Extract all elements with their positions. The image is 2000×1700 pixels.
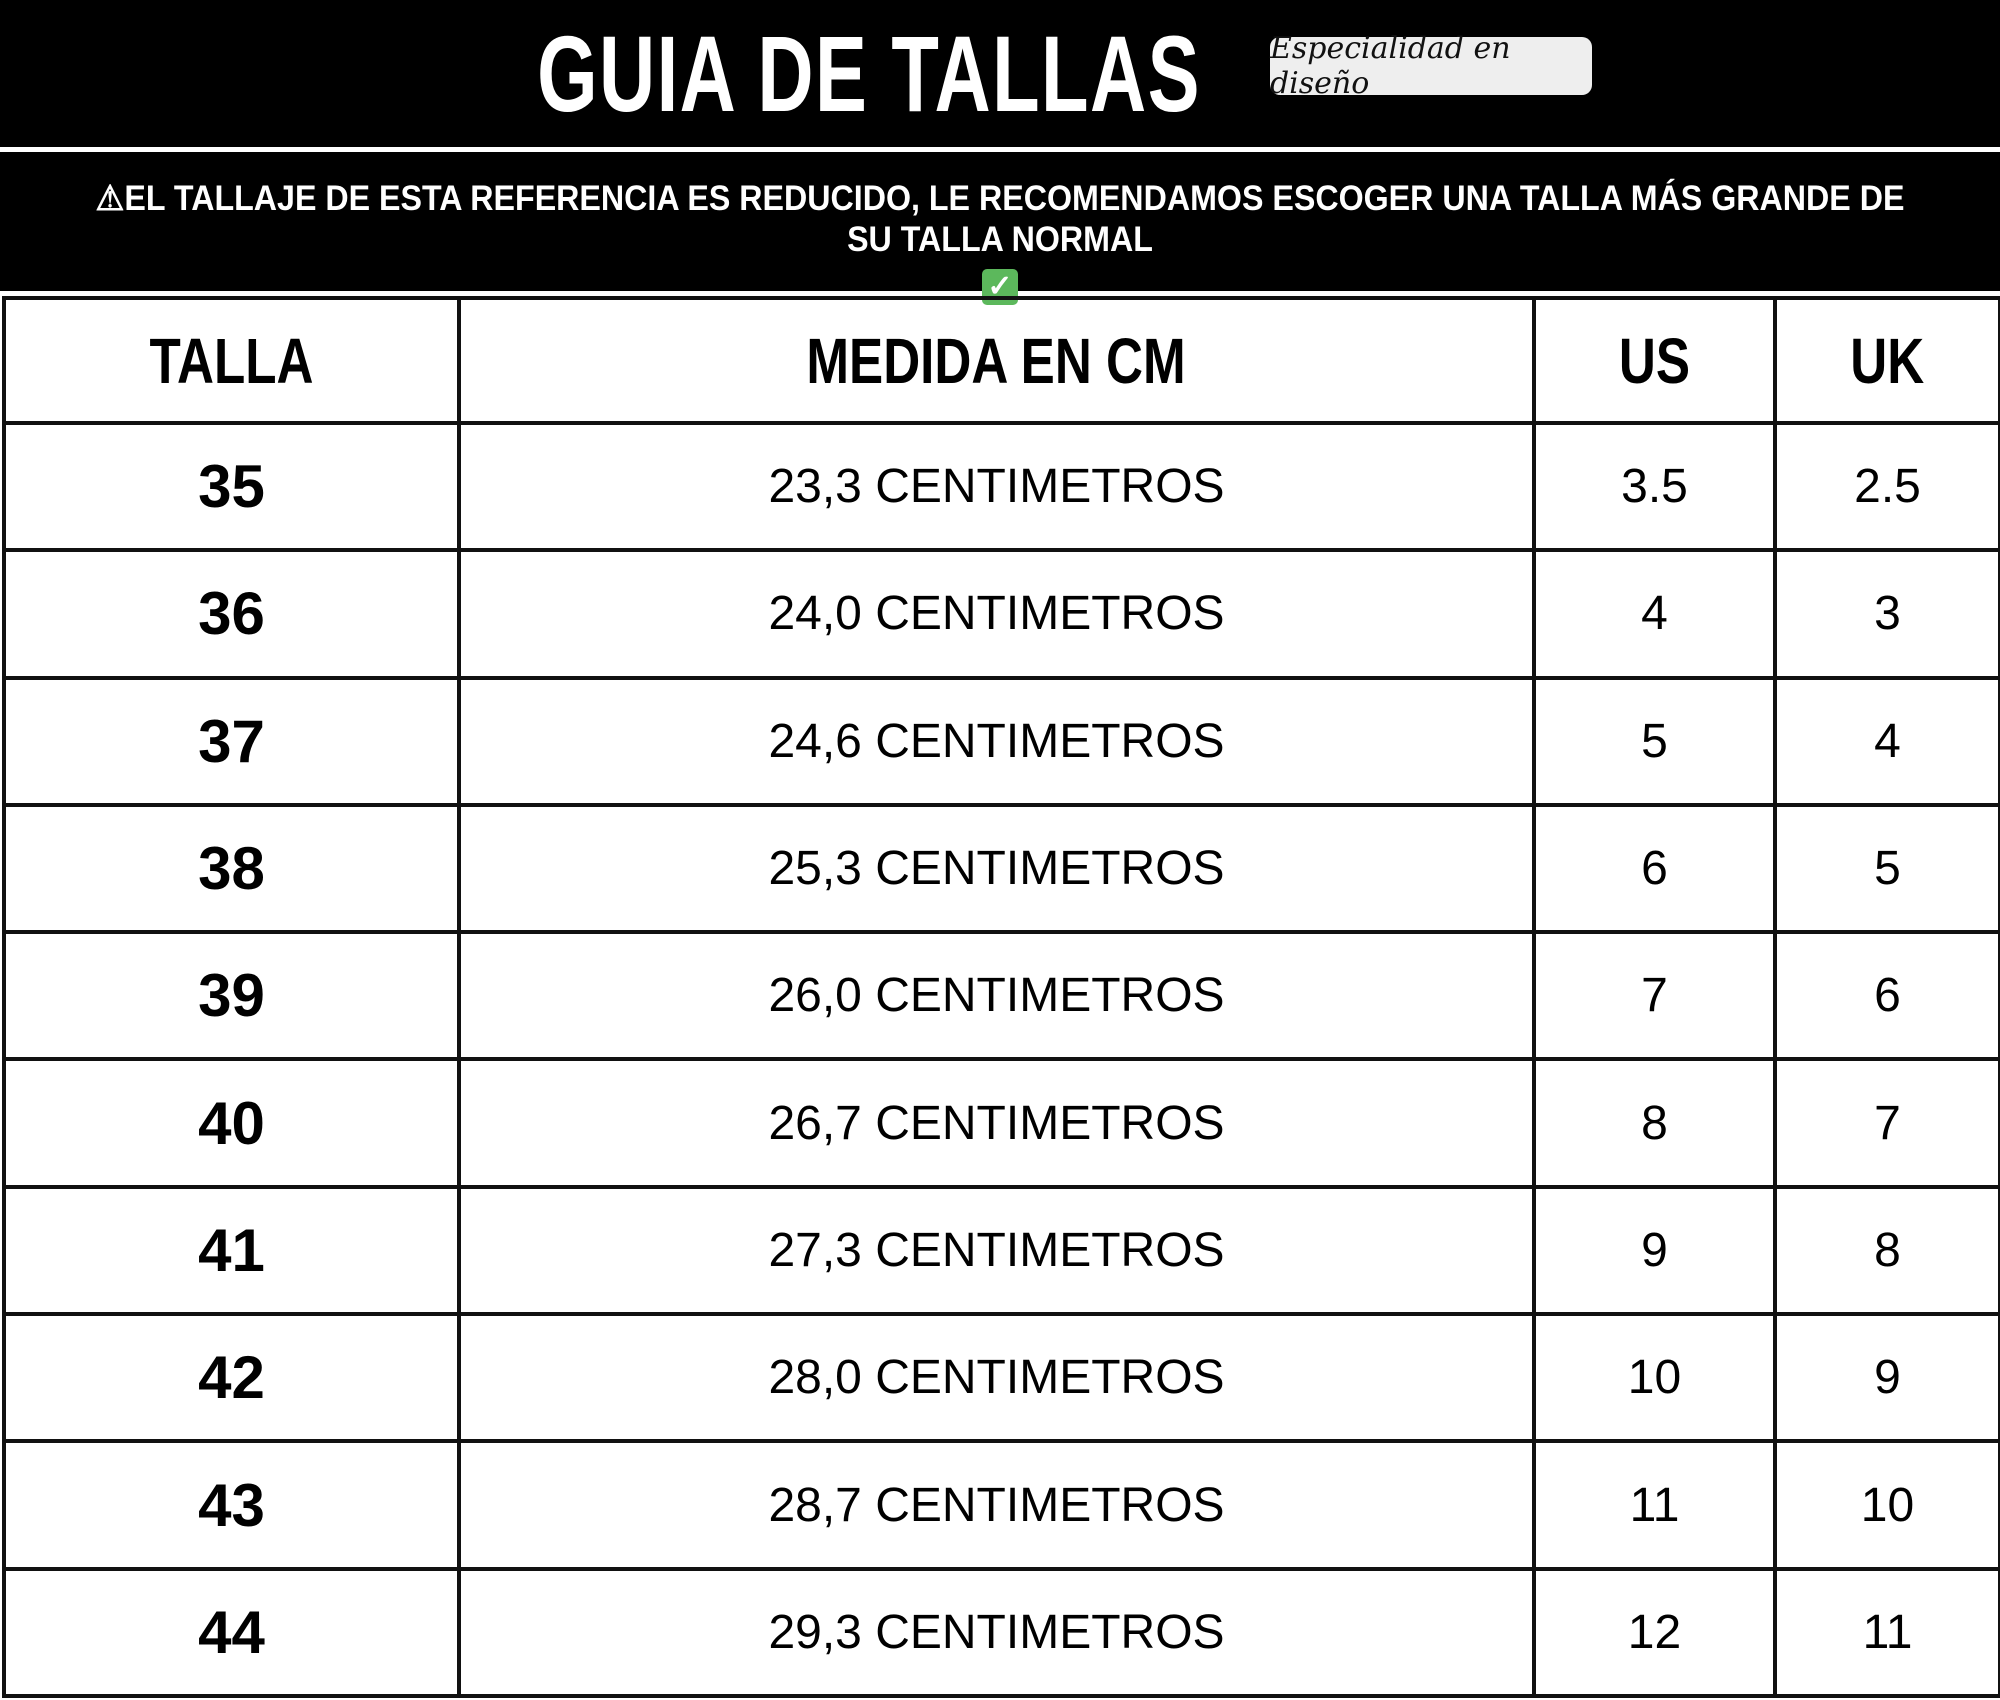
page-title: GUIA DE TALLAS bbox=[537, 12, 1201, 134]
table-row: 36 24,0 CENTIMETROS 4 3 bbox=[2, 548, 2000, 680]
table-row: 38 25,3 CENTIMETROS 6 5 bbox=[2, 802, 2000, 935]
table-row: 37 24,6 CENTIMETROS 5 4 bbox=[2, 675, 2000, 807]
uk-cell: 5 bbox=[1773, 802, 2000, 935]
us-cell: 4 bbox=[1532, 548, 1777, 680]
column-header-label: MEDIDA EN CM bbox=[806, 324, 1187, 397]
uk-cell: 10 bbox=[1773, 1439, 2000, 1571]
table-row: 35 23,3 CENTIMETROS 3.5 2.5 bbox=[2, 420, 2000, 553]
size-cell: 36 bbox=[2, 548, 461, 680]
uk-cell: 9 bbox=[1773, 1312, 2000, 1444]
us-cell: 5 bbox=[1532, 675, 1777, 807]
column-header: TALLA bbox=[2, 296, 461, 425]
table-header-row: TALLA MEDIDA EN CM US UK bbox=[2, 296, 2000, 425]
uk-cell: 8 bbox=[1773, 1184, 2000, 1317]
us-cell: 11 bbox=[1532, 1439, 1777, 1571]
measure-cell: 23,3 CENTIMETROS bbox=[457, 420, 1536, 553]
measure-cell: 24,6 CENTIMETROS bbox=[457, 675, 1536, 807]
tagline-badge: Especialidad en diseño bbox=[1269, 31, 1592, 101]
us-cell: 7 bbox=[1532, 930, 1777, 1062]
column-header-label: US bbox=[1618, 324, 1691, 397]
table-row: 41 27,3 CENTIMETROS 9 8 bbox=[2, 1184, 2000, 1317]
table-row: 40 26,7 CENTIMETROS 8 7 bbox=[2, 1057, 2000, 1189]
us-cell: 12 bbox=[1532, 1566, 1777, 1699]
measure-cell: 28,7 CENTIMETROS bbox=[457, 1439, 1536, 1571]
uk-cell: 2.5 bbox=[1773, 420, 2000, 553]
measure-cell: 29,3 CENTIMETROS bbox=[457, 1566, 1536, 1699]
uk-cell: 6 bbox=[1773, 930, 2000, 1062]
us-cell: 9 bbox=[1532, 1184, 1777, 1317]
notice-text: ⚠EL TALLAJE DE ESTA REFERENCIA ES REDUCI… bbox=[95, 179, 1905, 259]
column-header-label: UK bbox=[1850, 324, 1925, 397]
size-cell: 35 bbox=[2, 420, 461, 553]
size-cell: 41 bbox=[2, 1184, 461, 1317]
measure-cell: 25,3 CENTIMETROS bbox=[457, 802, 1536, 935]
column-header: US bbox=[1532, 296, 1777, 425]
measure-cell: 27,3 CENTIMETROS bbox=[457, 1184, 1536, 1317]
notice-banner: ⚠EL TALLAJE DE ESTA REFERENCIA ES REDUCI… bbox=[0, 152, 2000, 305]
measure-cell: 26,0 CENTIMETROS bbox=[457, 930, 1536, 1062]
measure-cell: 28,0 CENTIMETROS bbox=[457, 1312, 1536, 1444]
size-cell: 37 bbox=[2, 675, 461, 807]
column-header: MEDIDA EN CM bbox=[457, 296, 1536, 425]
header-bar: GUIA DE TALLAS Especialidad en diseño bbox=[0, 0, 2000, 147]
table-row: 43 28,7 CENTIMETROS 11 10 bbox=[2, 1439, 2000, 1571]
table-row: 42 28,0 CENTIMETROS 10 9 bbox=[2, 1312, 2000, 1444]
column-header-label: TALLA bbox=[149, 324, 314, 397]
size-cell: 40 bbox=[2, 1057, 461, 1189]
us-cell: 8 bbox=[1532, 1057, 1777, 1189]
us-cell: 3.5 bbox=[1532, 420, 1777, 553]
table-row: 44 29,3 CENTIMETROS 12 11 bbox=[2, 1566, 2000, 1699]
us-cell: 10 bbox=[1532, 1312, 1777, 1444]
uk-cell: 4 bbox=[1773, 675, 2000, 807]
size-cell: 43 bbox=[2, 1439, 461, 1571]
size-cell: 44 bbox=[2, 1566, 461, 1699]
uk-cell: 11 bbox=[1773, 1566, 2000, 1699]
column-header: UK bbox=[1773, 296, 2000, 425]
table-row: 39 26,0 CENTIMETROS 7 6 bbox=[2, 930, 2000, 1062]
us-cell: 6 bbox=[1532, 802, 1777, 935]
uk-cell: 7 bbox=[1773, 1057, 2000, 1189]
size-cell: 42 bbox=[2, 1312, 461, 1444]
size-cell: 39 bbox=[2, 930, 461, 1062]
measure-cell: 24,0 CENTIMETROS bbox=[457, 548, 1536, 680]
uk-cell: 3 bbox=[1773, 548, 2000, 680]
measure-cell: 26,7 CENTIMETROS bbox=[457, 1057, 1536, 1189]
size-table: TALLA MEDIDA EN CM US UK 35 23,3 CENTIMETROS… bbox=[2, 296, 2000, 1699]
size-cell: 38 bbox=[2, 802, 461, 935]
